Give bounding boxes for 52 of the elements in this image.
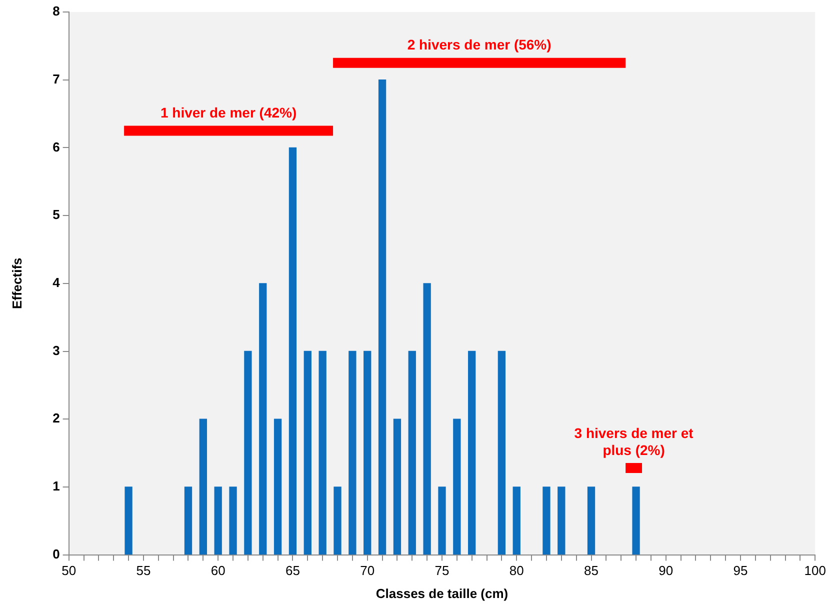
bar: [304, 350, 312, 555]
bar: [274, 418, 282, 555]
bar: [378, 80, 386, 555]
bar: [558, 486, 566, 555]
bar: [587, 486, 596, 555]
bar: [393, 418, 402, 555]
bar: [288, 147, 297, 555]
bar: [438, 486, 446, 555]
x-tick-label: 60: [210, 563, 226, 578]
y-tick-label: 7: [52, 71, 60, 86]
bar: [468, 350, 476, 555]
bar: [348, 350, 356, 555]
x-tick-label: 55: [136, 563, 151, 578]
y-tick-label: 6: [52, 139, 60, 154]
bar: [334, 486, 342, 555]
series-label: 2 hivers de mer (56%): [407, 36, 552, 53]
x-tick-label: 85: [584, 563, 598, 578]
y-tick-label: 5: [52, 207, 60, 222]
bar: [423, 283, 431, 555]
y-axis-title: Effectifs: [9, 258, 24, 310]
y-tick-label: 4: [52, 274, 61, 290]
y-tick-label: 3: [52, 342, 60, 358]
bar: [542, 486, 550, 555]
bar: [512, 486, 520, 555]
y-tick-label: 0: [52, 546, 60, 562]
bar: [318, 350, 326, 555]
bar: [244, 350, 252, 555]
x-tick-label: 50: [62, 563, 76, 578]
bar: [199, 418, 207, 555]
bar: [408, 350, 416, 555]
x-tick-label: 70: [360, 563, 375, 578]
x-tick-label: 100: [804, 563, 826, 578]
bar: [632, 486, 640, 555]
series-label: 1 hiver de mer (42%): [160, 104, 297, 121]
bar: [259, 283, 267, 555]
x-tick-label: 80: [509, 563, 524, 578]
x-axis-title: Classes de taille (cm): [376, 586, 508, 601]
x-tick-label: 75: [434, 563, 450, 578]
bar: [229, 486, 237, 555]
bar: [453, 418, 461, 555]
bar: [498, 350, 506, 555]
y-tick-label: 2: [52, 410, 60, 426]
bar: [124, 486, 132, 555]
y-tick-label: 8: [52, 4, 60, 19]
series-label: 3 hivers de mer et plus (2%): [574, 424, 694, 458]
y-tick-label: 1: [52, 478, 60, 494]
bar: [364, 350, 372, 555]
bar: [214, 486, 222, 555]
bar: [184, 486, 192, 555]
x-tick-label: 90: [658, 563, 674, 578]
x-tick-label: 65: [285, 563, 300, 578]
x-tick-label: 95: [733, 563, 748, 578]
